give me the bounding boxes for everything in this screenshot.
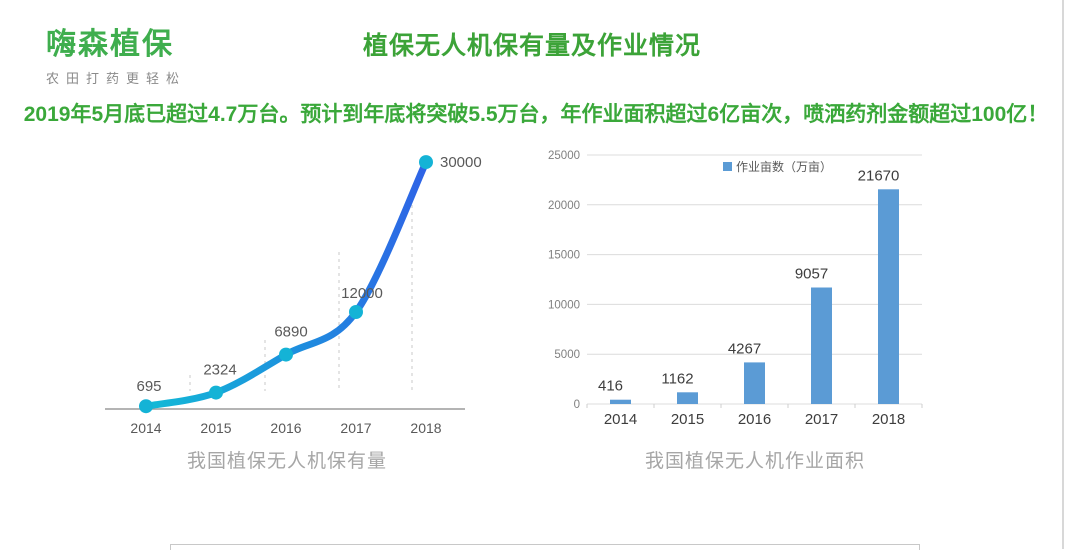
x-axis-ticks — [586, 404, 923, 408]
highlight-banner: 2019年5月底已超过4.7万台。预计到年底将突破5.5万台，年作业面积超过6亿… — [23, 103, 1049, 126]
svg-text:5000: 5000 — [554, 349, 580, 361]
svg-text:6890: 6890 — [274, 324, 307, 341]
svg-text:21670: 21670 — [858, 167, 900, 184]
svg-text:10000: 10000 — [548, 299, 580, 311]
logo: 嗨森植保 农田打药更轻松 — [46, 28, 186, 87]
droplines — [189, 205, 413, 391]
logo-tagline: 农田打药更轻松 — [46, 71, 187, 86]
svg-text:2324: 2324 — [203, 362, 236, 379]
legend: 作业亩数（万亩） — [723, 159, 832, 174]
svg-text:12000: 12000 — [341, 285, 383, 302]
bar-2017 — [811, 287, 832, 404]
bar-2016 — [744, 362, 765, 404]
data-labels: 416 1162 4267 9057 21670 — [598, 167, 899, 394]
svg-text:2014: 2014 — [604, 411, 637, 428]
operation-area-bar-chart: 0 5000 10000 15000 20000 25000 作业亩数（万亩） 416 1162… — [548, 150, 923, 428]
legend-swatch — [723, 162, 732, 171]
data-points — [139, 155, 433, 414]
svg-text:15000: 15000 — [548, 250, 580, 262]
page-right-divider — [1062, 0, 1064, 549]
bar-2015 — [677, 392, 698, 404]
ownership-chart: 695 2324 6890 12000 30000 2014 2015 2016 2017 201… — [85, 145, 495, 445]
svg-text:20000: 20000 — [548, 200, 580, 212]
operation-area-chart: 0 5000 10000 15000 20000 25000 作业亩数（万亩） 416 1162… — [540, 148, 950, 438]
ownership-chart-caption: 我国植保无人机保有量 — [186, 451, 387, 472]
x-axis-labels: 2014 2015 2016 2017 2018 — [604, 411, 905, 428]
svg-text:2017: 2017 — [340, 420, 371, 436]
svg-text:2015: 2015 — [200, 420, 231, 436]
svg-text:0: 0 — [574, 399, 580, 411]
svg-text:1162: 1162 — [661, 370, 693, 387]
svg-text:2016: 2016 — [738, 411, 771, 428]
svg-text:2016: 2016 — [270, 420, 301, 436]
bars — [610, 189, 899, 404]
svg-text:9057: 9057 — [795, 265, 828, 282]
svg-text:2015: 2015 — [671, 411, 704, 428]
svg-text:4267: 4267 — [728, 340, 761, 357]
svg-text:25000: 25000 — [548, 150, 580, 162]
svg-text:2018: 2018 — [872, 411, 905, 428]
ownership-series-line — [142, 158, 430, 410]
svg-text:695: 695 — [136, 378, 161, 395]
svg-text:416: 416 — [598, 378, 623, 395]
logo-text: 嗨森植保 — [46, 28, 174, 61]
bar-2018 — [878, 189, 899, 404]
data-labels: 695 2324 6890 12000 30000 — [136, 154, 481, 395]
bottom-cutoff-panel — [170, 544, 920, 550]
x-axis-labels: 2014 2015 2016 2017 2018 — [130, 420, 441, 436]
bar-2014 — [610, 399, 631, 404]
svg-text:30000: 30000 — [440, 154, 482, 171]
data-point-2015 — [209, 385, 223, 400]
svg-text:2014: 2014 — [130, 420, 161, 436]
data-point-2016 — [279, 347, 293, 362]
data-point-2014 — [139, 399, 153, 414]
data-point-2017 — [349, 305, 363, 319]
y-axis-labels: 0 5000 10000 15000 20000 25000 — [548, 150, 580, 411]
data-point-2018 — [419, 155, 433, 170]
operation-area-chart-caption: 我国植保无人机作业面积 — [644, 451, 865, 472]
page-title: 植保无人机保有量及作业情况 — [362, 32, 701, 60]
svg-text:2018: 2018 — [410, 420, 441, 436]
svg-text:作业亩数（万亩）: 作业亩数（万亩） — [736, 159, 832, 174]
svg-text:2017: 2017 — [805, 411, 838, 428]
